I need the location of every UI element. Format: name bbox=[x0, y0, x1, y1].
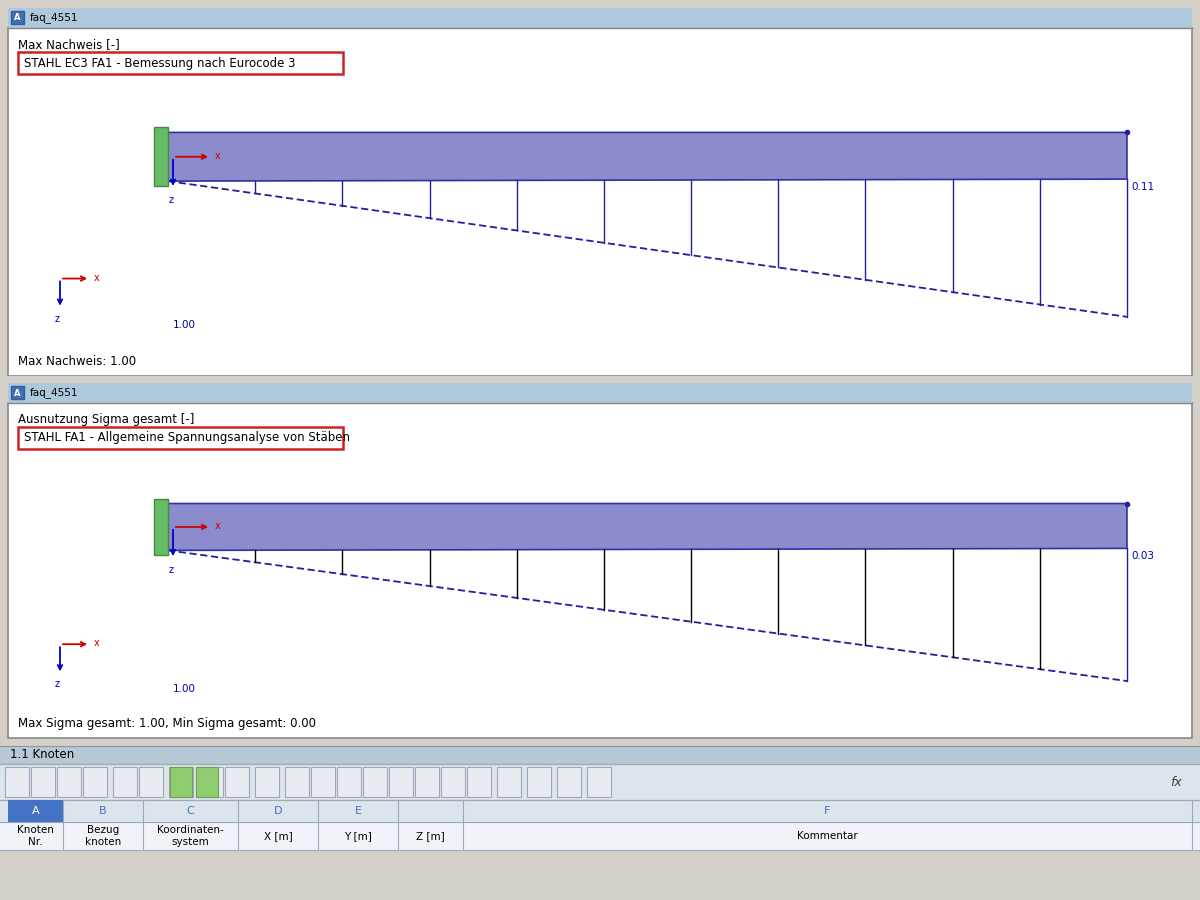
Bar bbox=[8, 800, 64, 822]
Text: 1.00: 1.00 bbox=[173, 684, 196, 694]
Bar bbox=[18, 52, 343, 74]
Bar bbox=[286, 767, 310, 797]
Text: z: z bbox=[168, 194, 174, 205]
Text: D: D bbox=[274, 806, 282, 816]
Text: 0.03: 0.03 bbox=[1132, 552, 1154, 562]
Text: 1.1 Knoten: 1.1 Knoten bbox=[10, 749, 74, 761]
Bar bbox=[442, 767, 466, 797]
Bar bbox=[113, 767, 137, 797]
Text: A: A bbox=[13, 389, 20, 398]
Text: z: z bbox=[54, 680, 60, 689]
Text: fx: fx bbox=[1170, 776, 1182, 788]
Bar bbox=[196, 767, 218, 797]
Text: Y [m]: Y [m] bbox=[344, 831, 372, 841]
Text: A: A bbox=[13, 14, 20, 22]
Bar bbox=[170, 767, 192, 797]
Bar bbox=[8, 403, 1192, 738]
Text: STAHL FA1 - Allgemeine Spannungsanalyse von Stäben: STAHL FA1 - Allgemeine Spannungsanalyse … bbox=[24, 431, 350, 445]
Text: Knoten
Nr.: Knoten Nr. bbox=[17, 824, 54, 847]
Bar bbox=[11, 386, 24, 399]
Text: faq_4551: faq_4551 bbox=[30, 13, 78, 23]
Bar bbox=[154, 128, 168, 186]
Bar bbox=[5, 767, 29, 797]
Text: Koordinaten-
system: Koordinaten- system bbox=[157, 824, 224, 847]
Text: X [m]: X [m] bbox=[264, 831, 293, 841]
Bar bbox=[0, 746, 1200, 764]
Bar bbox=[0, 850, 1200, 900]
Text: A: A bbox=[31, 806, 40, 816]
Bar bbox=[256, 767, 278, 797]
Text: Ausnutzung Sigma gesamt [-]: Ausnutzung Sigma gesamt [-] bbox=[18, 413, 194, 426]
Text: Max Nachweis [-]: Max Nachweis [-] bbox=[18, 38, 120, 51]
Bar bbox=[311, 767, 335, 797]
Bar bbox=[587, 767, 611, 797]
Text: x: x bbox=[215, 151, 221, 161]
Text: 0.11: 0.11 bbox=[1132, 182, 1154, 192]
Bar bbox=[0, 800, 1200, 822]
Bar bbox=[8, 8, 1192, 28]
Text: faq_4551: faq_4551 bbox=[30, 388, 78, 399]
Bar bbox=[467, 767, 491, 797]
Text: z: z bbox=[168, 565, 174, 575]
Bar bbox=[557, 767, 581, 797]
Text: 1.00: 1.00 bbox=[173, 320, 196, 329]
Bar bbox=[497, 767, 521, 797]
Bar bbox=[154, 499, 168, 555]
Bar bbox=[8, 28, 1192, 376]
Bar bbox=[139, 767, 163, 797]
Text: x: x bbox=[94, 273, 100, 283]
Bar bbox=[0, 764, 1200, 800]
Bar bbox=[0, 822, 1200, 850]
Bar bbox=[199, 767, 223, 797]
Bar bbox=[169, 767, 193, 797]
Bar bbox=[31, 767, 55, 797]
Text: STAHL EC3 FA1 - Bemessung nach Eurocode 3: STAHL EC3 FA1 - Bemessung nach Eurocode … bbox=[24, 57, 295, 69]
Bar bbox=[58, 767, 82, 797]
Text: z: z bbox=[54, 313, 60, 324]
Bar bbox=[337, 767, 361, 797]
Bar bbox=[11, 11, 24, 24]
Polygon shape bbox=[168, 503, 1127, 551]
Bar bbox=[389, 767, 413, 797]
Bar bbox=[364, 767, 386, 797]
Text: F: F bbox=[824, 806, 830, 816]
Text: x: x bbox=[94, 638, 100, 648]
Bar bbox=[415, 767, 439, 797]
Text: E: E bbox=[354, 806, 361, 816]
Bar bbox=[8, 383, 1192, 403]
Bar bbox=[18, 427, 343, 449]
Bar bbox=[0, 376, 1200, 382]
Text: Bezug
knoten: Bezug knoten bbox=[85, 824, 121, 847]
Text: x: x bbox=[215, 521, 221, 531]
Text: Z [m]: Z [m] bbox=[416, 831, 445, 841]
Text: Max Sigma gesamt: 1.00, Min Sigma gesamt: 0.00: Max Sigma gesamt: 1.00, Min Sigma gesamt… bbox=[18, 717, 316, 730]
Text: Max Nachweis: 1.00: Max Nachweis: 1.00 bbox=[18, 355, 136, 368]
Text: C: C bbox=[187, 806, 194, 816]
Polygon shape bbox=[168, 132, 1127, 181]
Bar bbox=[527, 767, 551, 797]
Text: B: B bbox=[100, 806, 107, 816]
Bar bbox=[226, 767, 250, 797]
Bar bbox=[83, 767, 107, 797]
Text: Kommentar: Kommentar bbox=[797, 831, 858, 841]
